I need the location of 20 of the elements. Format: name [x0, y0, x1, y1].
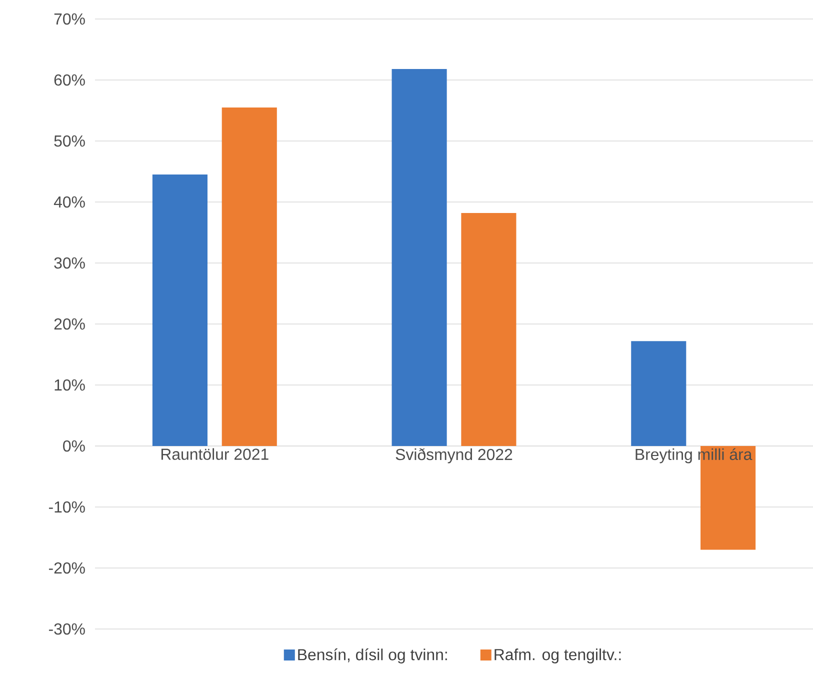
- bar: [631, 341, 686, 446]
- bar: [222, 107, 277, 446]
- bar: [461, 212, 516, 446]
- bar: [152, 174, 208, 446]
- y-tick-label: 70%: [54, 13, 85, 25]
- y-tick-label: 10%: [54, 379, 85, 391]
- y-tick-label: -10%: [48, 501, 85, 513]
- y-tick-label: 0%: [63, 440, 85, 452]
- x-tick-label: Sviðsmynd 2022: [396, 448, 512, 464]
- y-tick-label: -20%: [48, 562, 85, 574]
- bar: [392, 69, 447, 446]
- y-tick-label: 20%: [54, 318, 85, 330]
- legend-label: Rafm. og tengiltv.:: [494, 648, 621, 664]
- x-tick-label: Rauntölur 2021: [161, 448, 268, 460]
- y-tick-label: 60%: [54, 74, 85, 86]
- y-tick-label: 40%: [54, 196, 85, 208]
- y-tick-label: 30%: [54, 257, 85, 269]
- legend-label: Bensín, dísil og tvinn:: [298, 648, 447, 664]
- y-tick-label: -30%: [48, 623, 85, 635]
- y-tick-label: 50%: [54, 135, 85, 147]
